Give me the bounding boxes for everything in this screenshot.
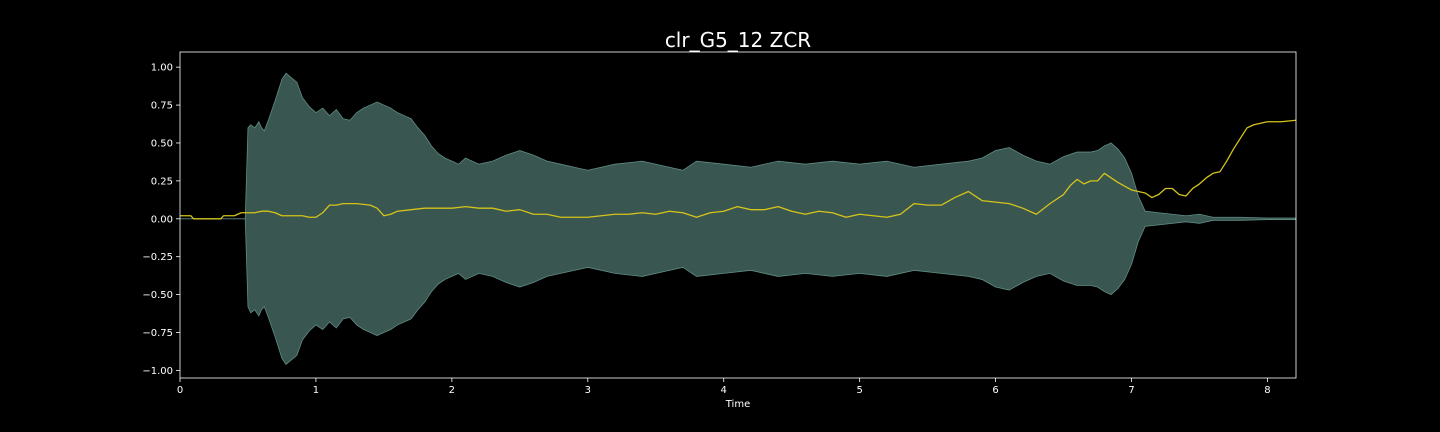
x-tick-label: 2	[449, 385, 455, 396]
zcr-line	[180, 119, 1297, 220]
x-tick-label: 3	[585, 385, 591, 396]
waveform-envelope	[180, 72, 1297, 365]
x-tick-label: 7	[1128, 385, 1134, 396]
y-tick-label: −0.50	[142, 290, 173, 301]
y-tick-label: −0.75	[142, 328, 173, 339]
x-axis: 0 1 2 3 4 5 6 7 8	[177, 378, 1271, 396]
x-tick-label: 5	[856, 385, 862, 396]
x-tick-label: 6	[992, 385, 998, 396]
y-axis: −1.00 −0.75 −0.50 −0.25 0.00 0.25 0.50 0.75 1.00	[142, 63, 180, 377]
y-tick-label: 1.00	[151, 63, 173, 74]
y-tick-label: 0.25	[151, 176, 173, 187]
x-tick-label: 8	[1264, 385, 1270, 396]
x-tick-label: 4	[721, 385, 727, 396]
plot-area	[179, 51, 1297, 379]
x-tick-label: 0	[177, 385, 183, 396]
x-axis-label: Time	[725, 399, 750, 410]
y-tick-label: 0.00	[151, 214, 173, 225]
x-tick-label: 1	[313, 385, 319, 396]
y-tick-label: −1.00	[142, 366, 173, 377]
y-tick-label: −0.25	[142, 252, 173, 263]
y-tick-label: 0.50	[151, 138, 173, 149]
y-tick-label: 0.75	[151, 101, 173, 112]
chart-title: clr_G5_12 ZCR	[665, 28, 811, 52]
axes-frame	[179, 51, 1297, 379]
